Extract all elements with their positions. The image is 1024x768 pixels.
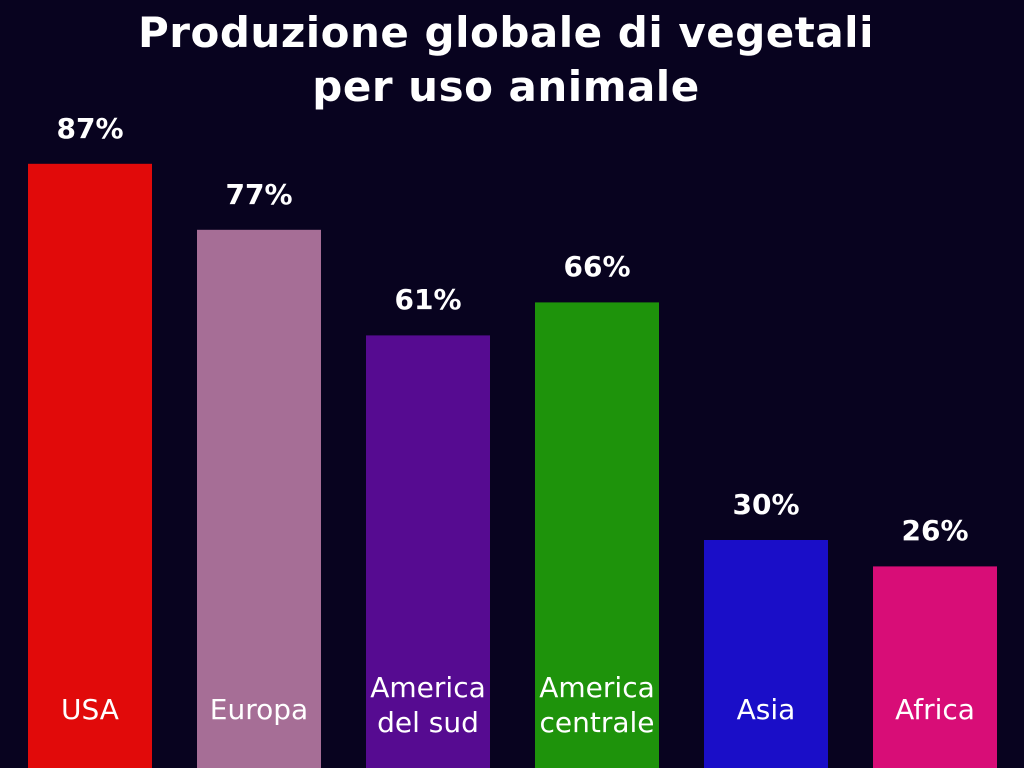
category-label-line: Asia xyxy=(736,693,796,726)
bar-5 xyxy=(873,566,997,768)
category-label: Africa xyxy=(863,692,1007,727)
value-label: 30% xyxy=(732,488,800,521)
category-label: America del sud xyxy=(356,670,500,740)
category-label: America centrale xyxy=(525,670,669,740)
bar-0 xyxy=(28,163,152,768)
category-label: Asia xyxy=(694,692,838,727)
value-label: 66% xyxy=(563,250,631,284)
category-label-line: America xyxy=(539,671,655,704)
chart-title: Produzione globale di vegetali per uso a… xyxy=(0,6,1012,114)
chart-title-line-2: per uso animale xyxy=(312,62,700,111)
category-label-line: del sud xyxy=(377,706,479,739)
bar-4 xyxy=(704,540,828,768)
category-label: Europa xyxy=(187,692,331,727)
bar-2 xyxy=(366,335,490,768)
category-label-line: Europa xyxy=(209,693,309,726)
category-label-line: USA xyxy=(61,693,119,726)
chart-title-line-1: Produzione globale di vegetali xyxy=(138,8,874,57)
bar-3 xyxy=(535,302,659,768)
category-label-line: Africa xyxy=(895,693,975,726)
category-label-line: centrale xyxy=(539,706,655,739)
bar-1 xyxy=(197,229,321,768)
value-label: 61% xyxy=(394,283,462,317)
value-label: 77% xyxy=(225,177,293,211)
value-label: 87% xyxy=(56,111,124,145)
category-label-line: America xyxy=(370,671,486,704)
value-label: 26% xyxy=(901,514,969,548)
category-label: USA xyxy=(18,692,162,727)
